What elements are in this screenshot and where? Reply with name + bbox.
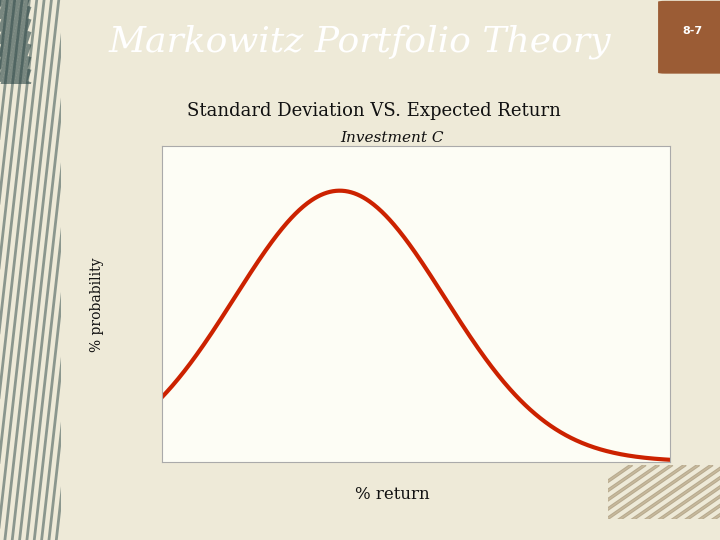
FancyBboxPatch shape	[658, 1, 720, 73]
Text: Investment C: Investment C	[341, 131, 444, 145]
Text: % return: % return	[355, 485, 430, 503]
Text: 8-7: 8-7	[683, 26, 703, 36]
Text: % probability: % probability	[90, 258, 104, 352]
Text: Markowitz Portfolio Theory: Markowitz Portfolio Theory	[109, 25, 611, 59]
Text: Standard Deviation VS. Expected Return: Standard Deviation VS. Expected Return	[187, 102, 562, 120]
